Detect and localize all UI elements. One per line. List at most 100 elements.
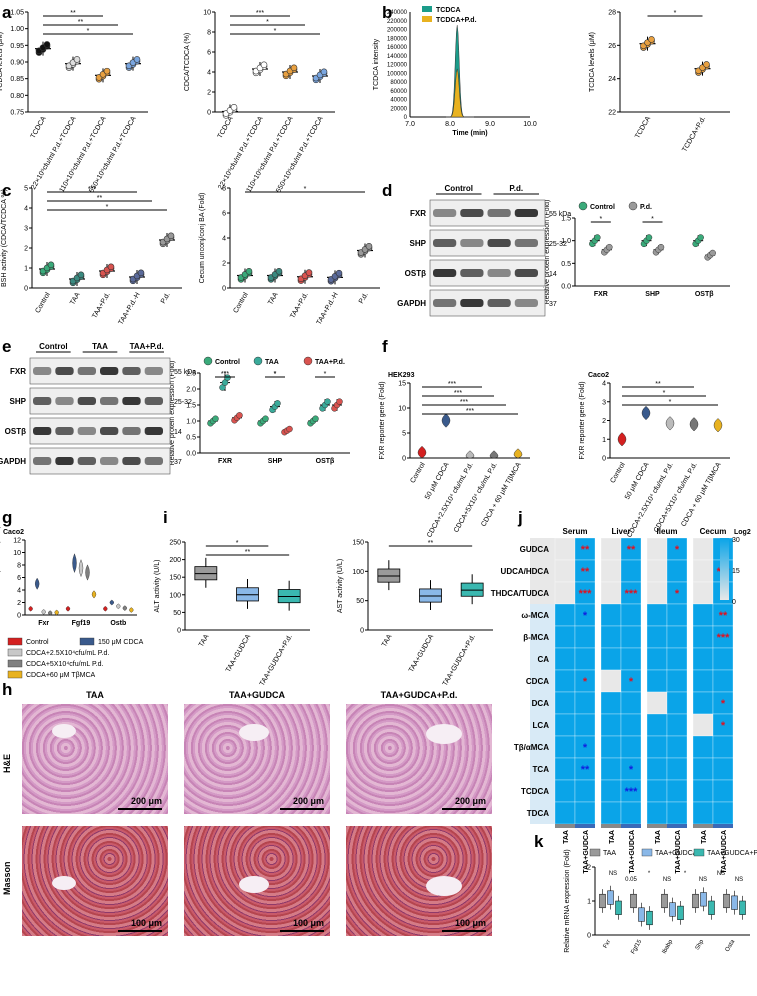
significance-mark: * <box>629 676 634 688</box>
significance-label: NS <box>663 877 671 883</box>
y-tick-label: 0 <box>360 628 364 635</box>
significance-label: *** <box>448 381 456 388</box>
significance-mark: ** <box>719 610 728 622</box>
y-tick-label: 0.5 <box>561 261 571 268</box>
significance-label: * <box>274 371 277 378</box>
heatmap-cell <box>666 603 688 627</box>
heatmap-cell <box>692 801 714 825</box>
significance-label: * <box>274 371 277 378</box>
scale-bar-label: 200 μm <box>454 796 486 806</box>
x-tick-label: 50 μM CDCA <box>624 461 651 501</box>
chart-g: 0 2 4 6 8 10 12 Relative mRNA expression (Fold)… <box>0 526 144 679</box>
x-tick-label: CDCA+5X10⁴ cfu/mL P.d. <box>453 461 499 533</box>
y-axis-label: Cecum unconj/conj BA (Fold) <box>199 193 206 284</box>
box <box>599 893 606 909</box>
panel-label-d: d <box>382 181 392 200</box>
x-tick-label: 8.0 <box>445 121 455 128</box>
y-tick-label: 22 <box>608 110 616 117</box>
y-axis-label: AST activity (U/L) <box>337 559 344 613</box>
group-label: TAA+P.d. <box>130 342 164 351</box>
heatmap-cell <box>692 647 714 671</box>
chart-e2: 0.0 0.5 1.0 1.5 2.0 2.5 Relative protein expre… <box>169 356 350 465</box>
x-tick-label: TAA+P.d.-H <box>118 292 142 327</box>
panel-label-i: i <box>163 508 168 527</box>
row-label: DCA <box>532 699 550 708</box>
y-tick-label: 40000 <box>390 98 407 104</box>
row-label: GUDCA <box>520 545 550 554</box>
y-tick-label: 0.0 <box>186 451 196 458</box>
masson-stain-image: 100 μm <box>184 826 330 936</box>
violin <box>34 577 40 590</box>
heatmap-cell <box>620 625 642 649</box>
x-tick-label: TAA+P.d. <box>289 291 309 319</box>
y-tick-label: 28 <box>608 10 616 17</box>
heatmap-cell <box>666 669 688 693</box>
histology-column-label: TAA+GUDCA <box>228 690 286 700</box>
y-tick-label: 8 <box>222 186 226 193</box>
significance-label: NS <box>735 877 743 883</box>
band <box>33 457 52 465</box>
y-tick-label: 0.85 <box>10 76 24 83</box>
row-label-bg-top <box>530 538 555 604</box>
group-strip <box>555 824 575 828</box>
vessel-lumen <box>426 876 462 896</box>
y-tick-label: 0.5 <box>186 435 196 442</box>
violin <box>91 590 97 599</box>
box <box>700 892 707 907</box>
heatmap-cell <box>554 757 576 781</box>
band <box>514 269 538 277</box>
data-point <box>274 400 281 407</box>
y-tick-label: 1 <box>587 899 591 906</box>
scale-bar-label: 200 μm <box>292 796 324 806</box>
y-tick-label: 100 <box>169 592 181 599</box>
band <box>122 367 141 375</box>
x-tick-label: TAA+P.d. <box>91 291 111 319</box>
box <box>739 900 746 915</box>
column-label: Serum <box>563 527 588 536</box>
data-point <box>286 425 293 433</box>
histology-row-label: Masson <box>2 861 12 895</box>
band <box>33 397 52 405</box>
y-tick-label: 4 <box>24 206 28 213</box>
band <box>514 209 538 217</box>
significance-label: *** <box>221 371 229 378</box>
violin <box>47 610 53 616</box>
y-tick-label: 20000 <box>390 106 407 112</box>
violin <box>109 599 115 606</box>
heatmap-cell <box>574 713 596 737</box>
x-tick-label: 9.0 <box>485 121 495 128</box>
data-point <box>305 269 313 276</box>
y-axis-label: TCDCA levels (μM) <box>589 32 596 92</box>
legend-label: TAA+GUDCA+P.d. <box>707 850 757 857</box>
group-strip <box>667 824 687 828</box>
heatmap-cell <box>646 757 668 781</box>
heatmap-cell <box>692 757 714 781</box>
heatmap-cell <box>646 801 668 825</box>
heatmap-cell <box>692 779 714 803</box>
colorbar-tick: 0 <box>732 599 736 606</box>
significance-label: *** <box>454 390 462 397</box>
histology-column-label: TAA <box>86 690 104 700</box>
y-tick-label: 0.90 <box>10 60 24 67</box>
heatmap-cell <box>600 647 622 671</box>
heatmap-cell <box>554 537 576 561</box>
violin <box>641 405 651 421</box>
heatmap-cell <box>600 757 622 781</box>
heatmap-cell <box>600 625 622 649</box>
heatmap-cell <box>554 713 576 737</box>
significance-label: *** <box>256 10 264 17</box>
chart-d2: 0.0 0.5 1.0 1.5 Relative protein expression … <box>544 200 730 304</box>
significance-mark: *** <box>579 588 593 600</box>
significance-mark: ** <box>581 764 590 776</box>
heatmap-cell <box>692 625 714 649</box>
significance-label: * <box>651 216 654 223</box>
data-point <box>290 64 298 72</box>
colorbar <box>720 538 729 600</box>
significance-mark: *** <box>625 588 639 600</box>
kda-label: 14 <box>549 271 557 278</box>
group-strip <box>693 824 713 828</box>
violin <box>417 445 427 459</box>
panel-label-g: g <box>2 508 12 527</box>
kda-label: 37 <box>549 301 557 308</box>
